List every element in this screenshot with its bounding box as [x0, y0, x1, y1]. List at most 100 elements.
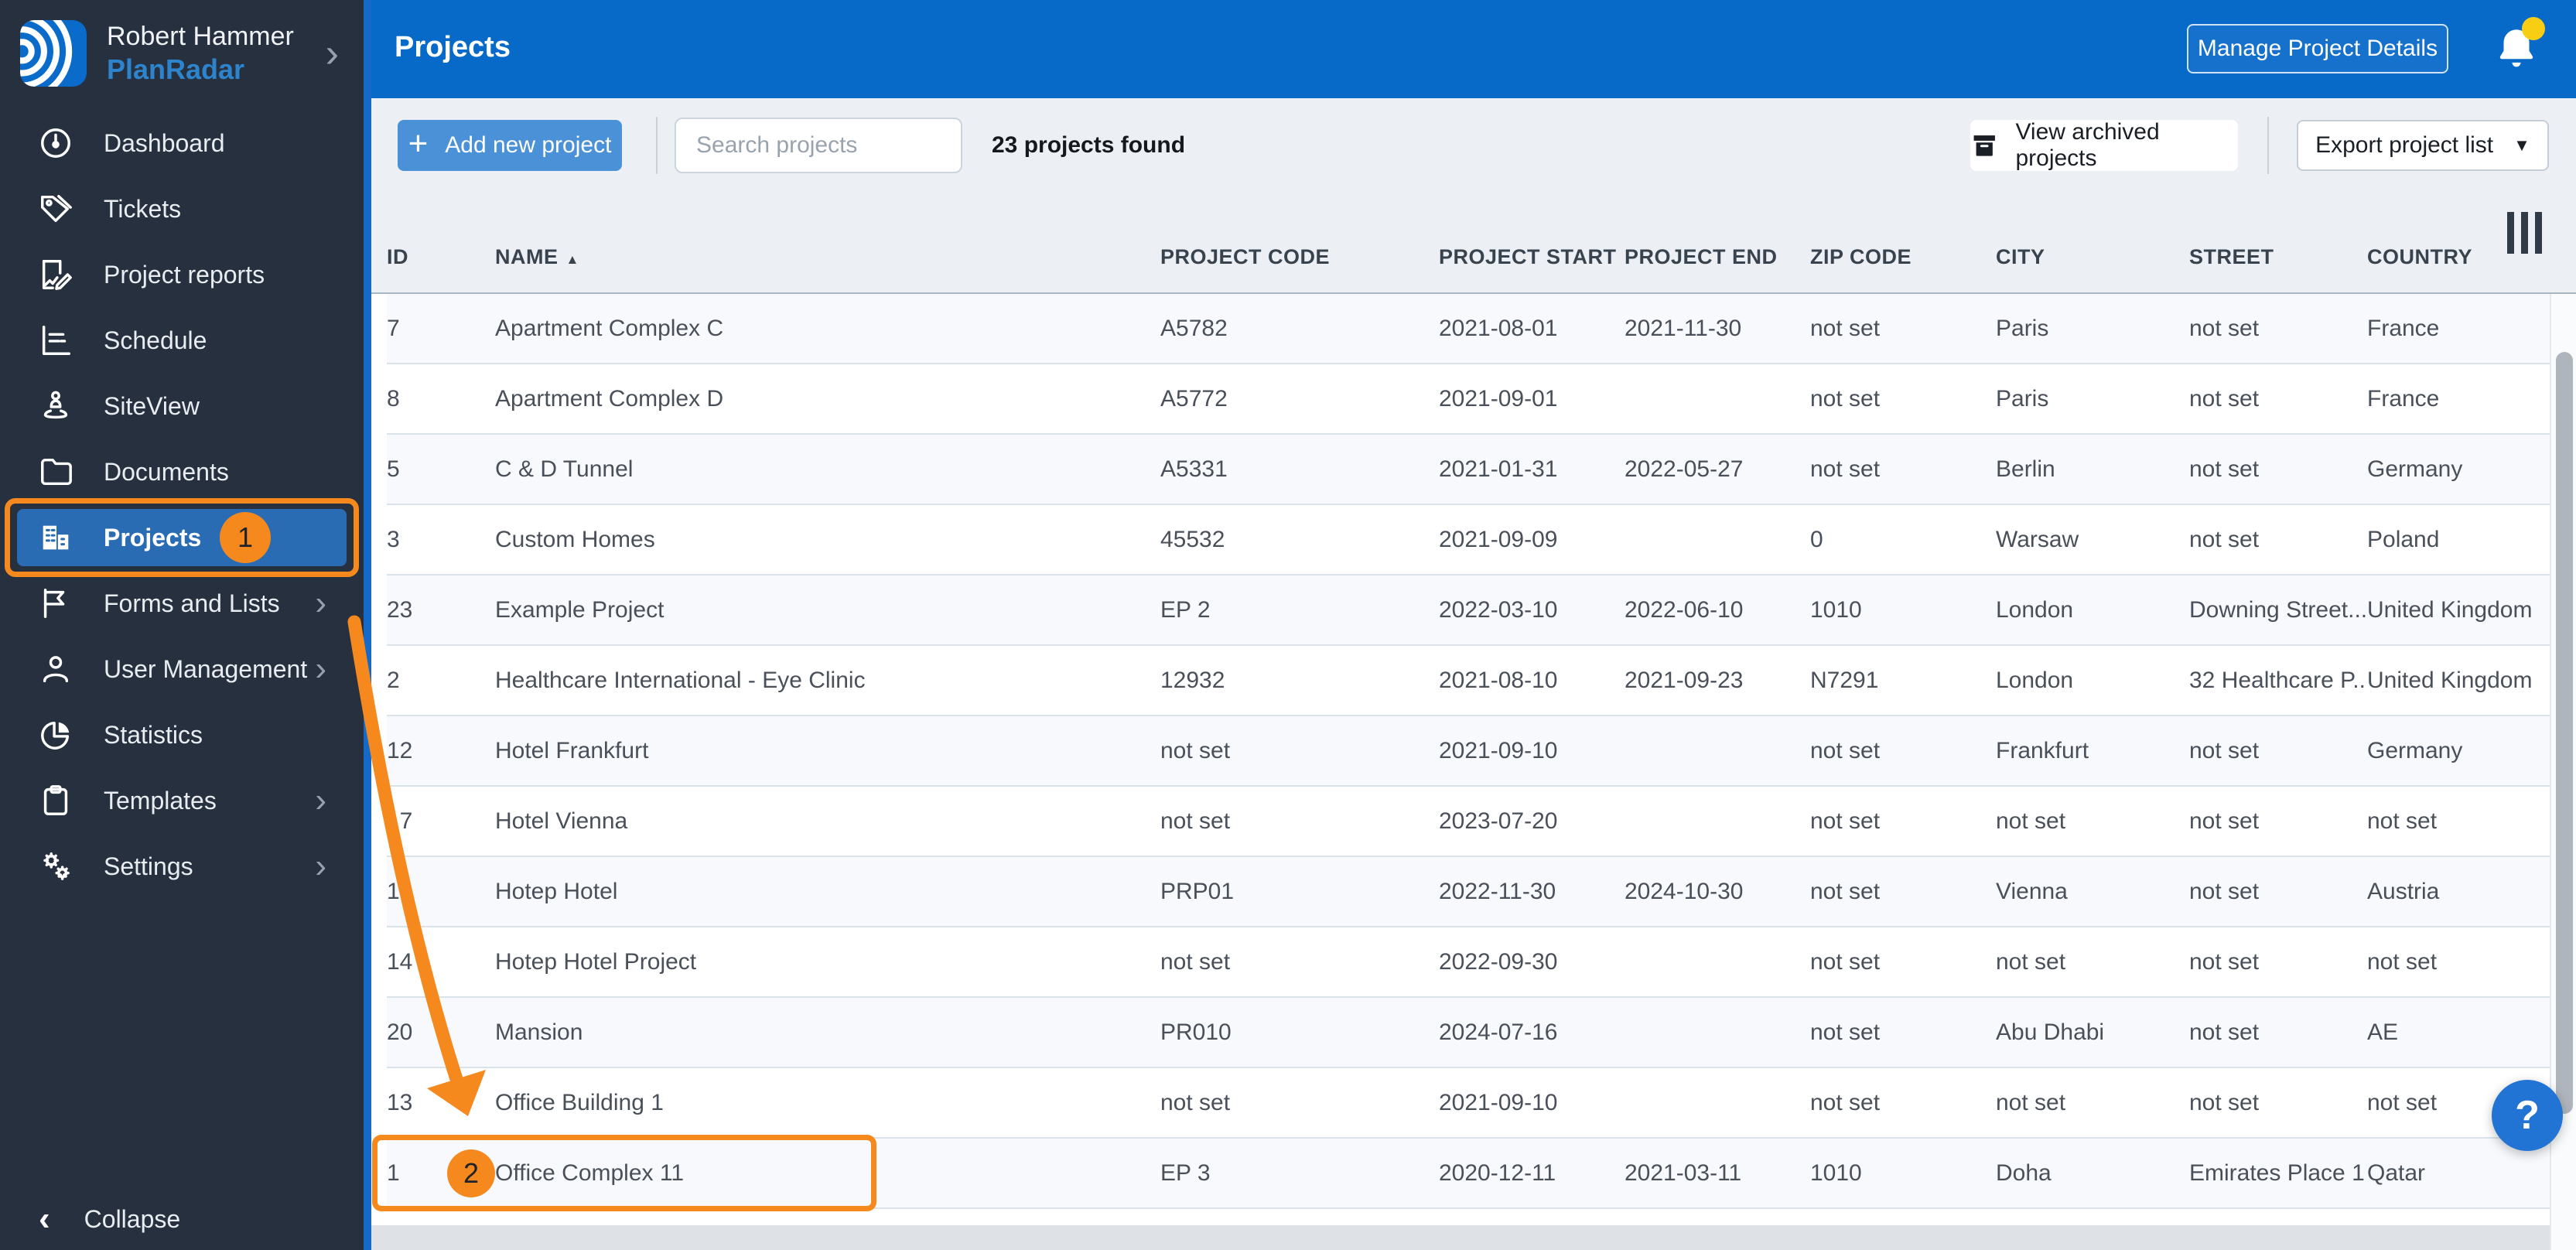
- cell-name: Hotel Vienna: [495, 808, 628, 834]
- cell-city: Doha: [1996, 1159, 2052, 1186]
- cell-zip: 1010: [1810, 1159, 1862, 1186]
- cell-start: 2021-09-09: [1439, 526, 1558, 552]
- schedule-chart-icon: [37, 322, 74, 359]
- cell-street: not set: [2189, 737, 2260, 763]
- cell-country: Poland: [2367, 526, 2440, 552]
- help-button[interactable]: ?: [2492, 1080, 2563, 1151]
- column-header-name[interactable]: NAME ▲: [495, 245, 579, 268]
- sidebar-item-tickets[interactable]: Tickets: [17, 180, 347, 237]
- table-body: 7 Apartment Complex C A5782 2021-08-01 2021-…: [371, 294, 2550, 1209]
- sidebar-item-forms-and-lists[interactable]: Forms and Lists ›: [17, 575, 347, 632]
- table-row[interactable]: 23 Example Project EP 2 2022-03-10 2022-06-1…: [387, 575, 2550, 646]
- cell-street: not set: [2189, 1019, 2260, 1045]
- table-row[interactable]: 7 Apartment Complex C A5782 2021-08-01 2021-…: [387, 294, 2550, 364]
- sidebar-item-label: Settings: [104, 852, 193, 880]
- sidebar-item-dashboard[interactable]: Dashboard: [17, 114, 347, 172]
- cell-name: Apartment Complex C: [495, 315, 724, 341]
- vertical-scrollbar-thumb[interactable]: [2556, 352, 2573, 1114]
- view-archived-projects-button[interactable]: View archived projects: [1970, 119, 2238, 171]
- table-row[interactable]: 2 Healthcare International - Eye Clinic 12…: [387, 646, 2550, 716]
- cell-country: Austria: [2367, 878, 2440, 904]
- sidebar-scrollbar[interactable]: [364, 0, 371, 1250]
- manage-project-details-button[interactable]: Manage Project Details: [2187, 24, 2448, 73]
- cell-country: United Kingdom: [2367, 596, 2533, 623]
- cell-country: Qatar: [2367, 1159, 2426, 1186]
- table-row[interactable]: 3 Custom Homes 45532 2021-09-09 0 Warsaw not s…: [387, 505, 2550, 575]
- cell-country: AE: [2367, 1019, 2399, 1045]
- results-count: 23 projects found: [992, 132, 1186, 158]
- chevron-right-icon: ›: [315, 584, 326, 622]
- cell-zip: not set: [1810, 737, 1881, 763]
- cell-city: Warsaw: [1996, 526, 2079, 552]
- cell-code: 12932: [1160, 667, 1225, 693]
- table-header: ID NAME ▲ PROJECT CODE PROJECT START PROJ…: [371, 193, 2576, 294]
- cell-zip: not set: [1810, 456, 1881, 482]
- page-title: Projects: [395, 31, 511, 63]
- cell-street: Downing Street...: [2189, 596, 2367, 623]
- cell-street: not set: [2189, 385, 2260, 412]
- table-row[interactable]: 17 Hotel Vienna not set 2023-07-20 not set no…: [387, 787, 2550, 857]
- sidebar-collapse-button[interactable]: ‹ Collapse: [0, 1194, 364, 1244]
- cell-id: 13: [387, 1089, 413, 1115]
- sidebar-item-user-management[interactable]: User Management ›: [17, 640, 347, 698]
- column-header-country[interactable]: COUNTRY: [2367, 245, 2472, 268]
- table-row[interactable]: 12 Hotel Frankfurt not set 2021-09-10 not se…: [387, 716, 2550, 787]
- table-row[interactable]: 13 Office Building 1 not set 2021-09-10 not …: [387, 1068, 2550, 1139]
- horizontal-scrollbar-track[interactable]: [371, 1225, 2576, 1250]
- column-header-city[interactable]: CITY: [1996, 245, 2045, 268]
- add-new-project-label: Add new project: [445, 132, 612, 158]
- cell-id: 3: [387, 526, 400, 552]
- cell-code: not set: [1160, 808, 1231, 834]
- sidebar-item-project-reports[interactable]: Project reports: [17, 246, 347, 303]
- table-row[interactable]: 5 C & D Tunnel A5331 2021-01-31 2022-05-27 no…: [387, 435, 2550, 505]
- cell-name: C & D Tunnel: [495, 456, 634, 482]
- add-new-project-button[interactable]: + Add new project: [398, 120, 622, 171]
- export-project-list-button[interactable]: Export project list ▼: [2297, 120, 2549, 171]
- cell-start: 2021-09-01: [1439, 385, 1558, 412]
- cell-id: 15: [387, 878, 413, 904]
- sidebar-item-settings[interactable]: Settings ›: [17, 838, 347, 895]
- notifications-button[interactable]: [2491, 17, 2545, 77]
- table-row[interactable]: 8 Apartment Complex D A5772 2021-09-01 not s…: [387, 364, 2550, 435]
- sidebar-item-templates[interactable]: Templates ›: [17, 772, 347, 829]
- cell-code: A5331: [1160, 456, 1228, 482]
- sidebar-item-label: Tickets: [104, 194, 182, 223]
- table-row-highlighted[interactable]: 1 Office Complex 11 EP 3 2020-12-11 2021-03-…: [387, 1139, 2550, 1209]
- export-label: Export project list: [2315, 132, 2494, 158]
- column-header-street[interactable]: STREET: [2189, 245, 2274, 268]
- cell-code: not set: [1160, 1089, 1231, 1115]
- column-header-project-start[interactable]: PROJECT START: [1439, 245, 1617, 268]
- cell-end: 2021-03-11: [1625, 1159, 1742, 1186]
- cell-city: Paris: [1996, 385, 2049, 412]
- search-input[interactable]: [675, 118, 962, 173]
- column-header-project-code[interactable]: PROJECT CODE: [1160, 245, 1331, 268]
- cell-city: London: [1996, 667, 2074, 693]
- cell-start: 2024-07-16: [1439, 1019, 1558, 1045]
- column-header-zip-code[interactable]: ZIP CODE: [1810, 245, 1912, 268]
- cell-name: Mansion: [495, 1019, 583, 1045]
- column-header-project-end[interactable]: PROJECT END: [1625, 245, 1778, 268]
- cell-street: not set: [2189, 456, 2260, 482]
- user-name: Robert Hammer: [107, 21, 294, 51]
- cell-street: 32 Healthcare P...: [2189, 667, 2367, 693]
- toolbar-divider: [656, 117, 658, 174]
- sidebar-item-schedule[interactable]: Schedule: [17, 312, 347, 369]
- cell-street: Emirates Place 1: [2189, 1159, 2365, 1186]
- column-header-id[interactable]: ID: [387, 245, 408, 268]
- sidebar-item-label: Forms and Lists: [104, 589, 280, 617]
- cell-code: PR010: [1160, 1019, 1232, 1045]
- table-row[interactable]: 14 Hotep Hotel Project not set 2022-09-30 no…: [387, 927, 2550, 998]
- account-switcher[interactable]: Robert Hammer PlanRadar ›: [0, 0, 364, 106]
- cell-zip: not set: [1810, 1089, 1881, 1115]
- sidebar-item-projects[interactable]: Projects 1: [5, 498, 359, 577]
- table-row[interactable]: 20 Mansion PR010 2024-07-16 not set Abu Dhabi…: [387, 998, 2550, 1068]
- report-edit-icon: [37, 256, 74, 293]
- table-row[interactable]: 15 Hotep Hotel PRP01 2022-11-30 2024-10-30 no…: [387, 857, 2550, 927]
- cell-code: not set: [1160, 737, 1231, 763]
- cell-street: not set: [2189, 808, 2260, 834]
- column-settings-icon[interactable]: [2507, 212, 2542, 254]
- sidebar-item-statistics[interactable]: Statistics: [17, 706, 347, 763]
- sidebar-item-siteview[interactable]: SiteView: [17, 377, 347, 435]
- sidebar-item-documents[interactable]: Documents: [17, 443, 347, 500]
